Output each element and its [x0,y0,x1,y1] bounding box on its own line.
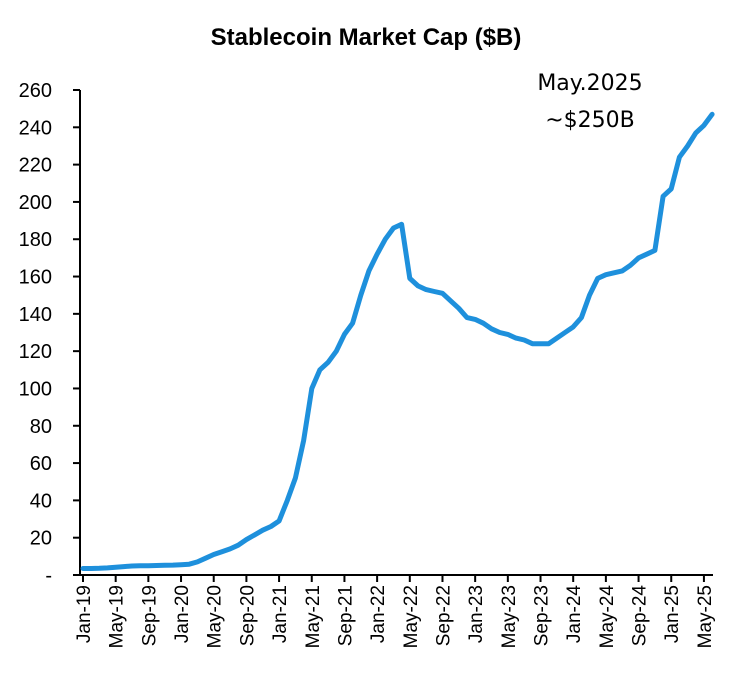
x-tick-label: Jan-22 [368,585,389,643]
y-tick-label: 260 [19,80,52,102]
x-tick-label: May-19 [107,585,128,648]
x-tick-label: Jan-25 [662,585,683,643]
y-tick-label: 140 [19,304,52,326]
y-tick-label: 160 [19,267,52,289]
x-tick-label: Jan-21 [270,585,291,643]
y-tick-label: 180 [19,229,52,251]
y-tick-label: - [45,565,52,587]
x-tick-label: May-21 [303,585,324,648]
y-tick-label: 100 [19,378,52,400]
annotation-date: May.2025 [537,71,642,96]
x-tick-label: Sep-21 [335,585,356,646]
x-tick-label: May-23 [499,585,520,648]
y-tick-label: 60 [30,453,52,475]
y-tick-label: 80 [30,416,52,438]
x-tick-label: Sep-22 [433,585,454,646]
x-tick-label: Jan-19 [74,585,95,643]
x-tick-label: May-24 [597,585,618,649]
x-tick-label: Sep-24 [630,585,651,647]
x-tick-label: Jan-23 [466,585,487,643]
series-group [80,111,715,571]
y-tick-label: 240 [19,117,52,139]
x-tick-label: May-20 [205,585,226,648]
x-tick-label: Sep-19 [139,585,160,646]
y-tick-label: 20 [30,528,52,550]
x-tick-label: Sep-20 [237,585,258,646]
y-tick-label: 220 [19,155,52,177]
x-axis: Jan-19 May-19 Sep-19 Jan-20 May-20 Sep-20 Jan-… [74,574,716,649]
y-tick-label: 200 [19,192,52,214]
y-tick-label: 120 [19,341,52,363]
chart-title: Stablecoin Market Cap ($B) [211,24,522,51]
x-tick-label: Jan-20 [172,585,193,643]
series-line [80,111,715,571]
x-tick-label: Jan-24 [564,585,585,644]
x-tick-label: May-25 [695,585,716,648]
y-axis: - 20 40 60 80 100 120 140 160 180 200 220 240 260 [19,80,81,587]
annotation-value: ~$250B [545,108,635,133]
y-tick-label: 40 [30,490,52,512]
x-tick-label: May-22 [401,585,422,648]
x-tick-label: Sep-23 [532,585,553,646]
